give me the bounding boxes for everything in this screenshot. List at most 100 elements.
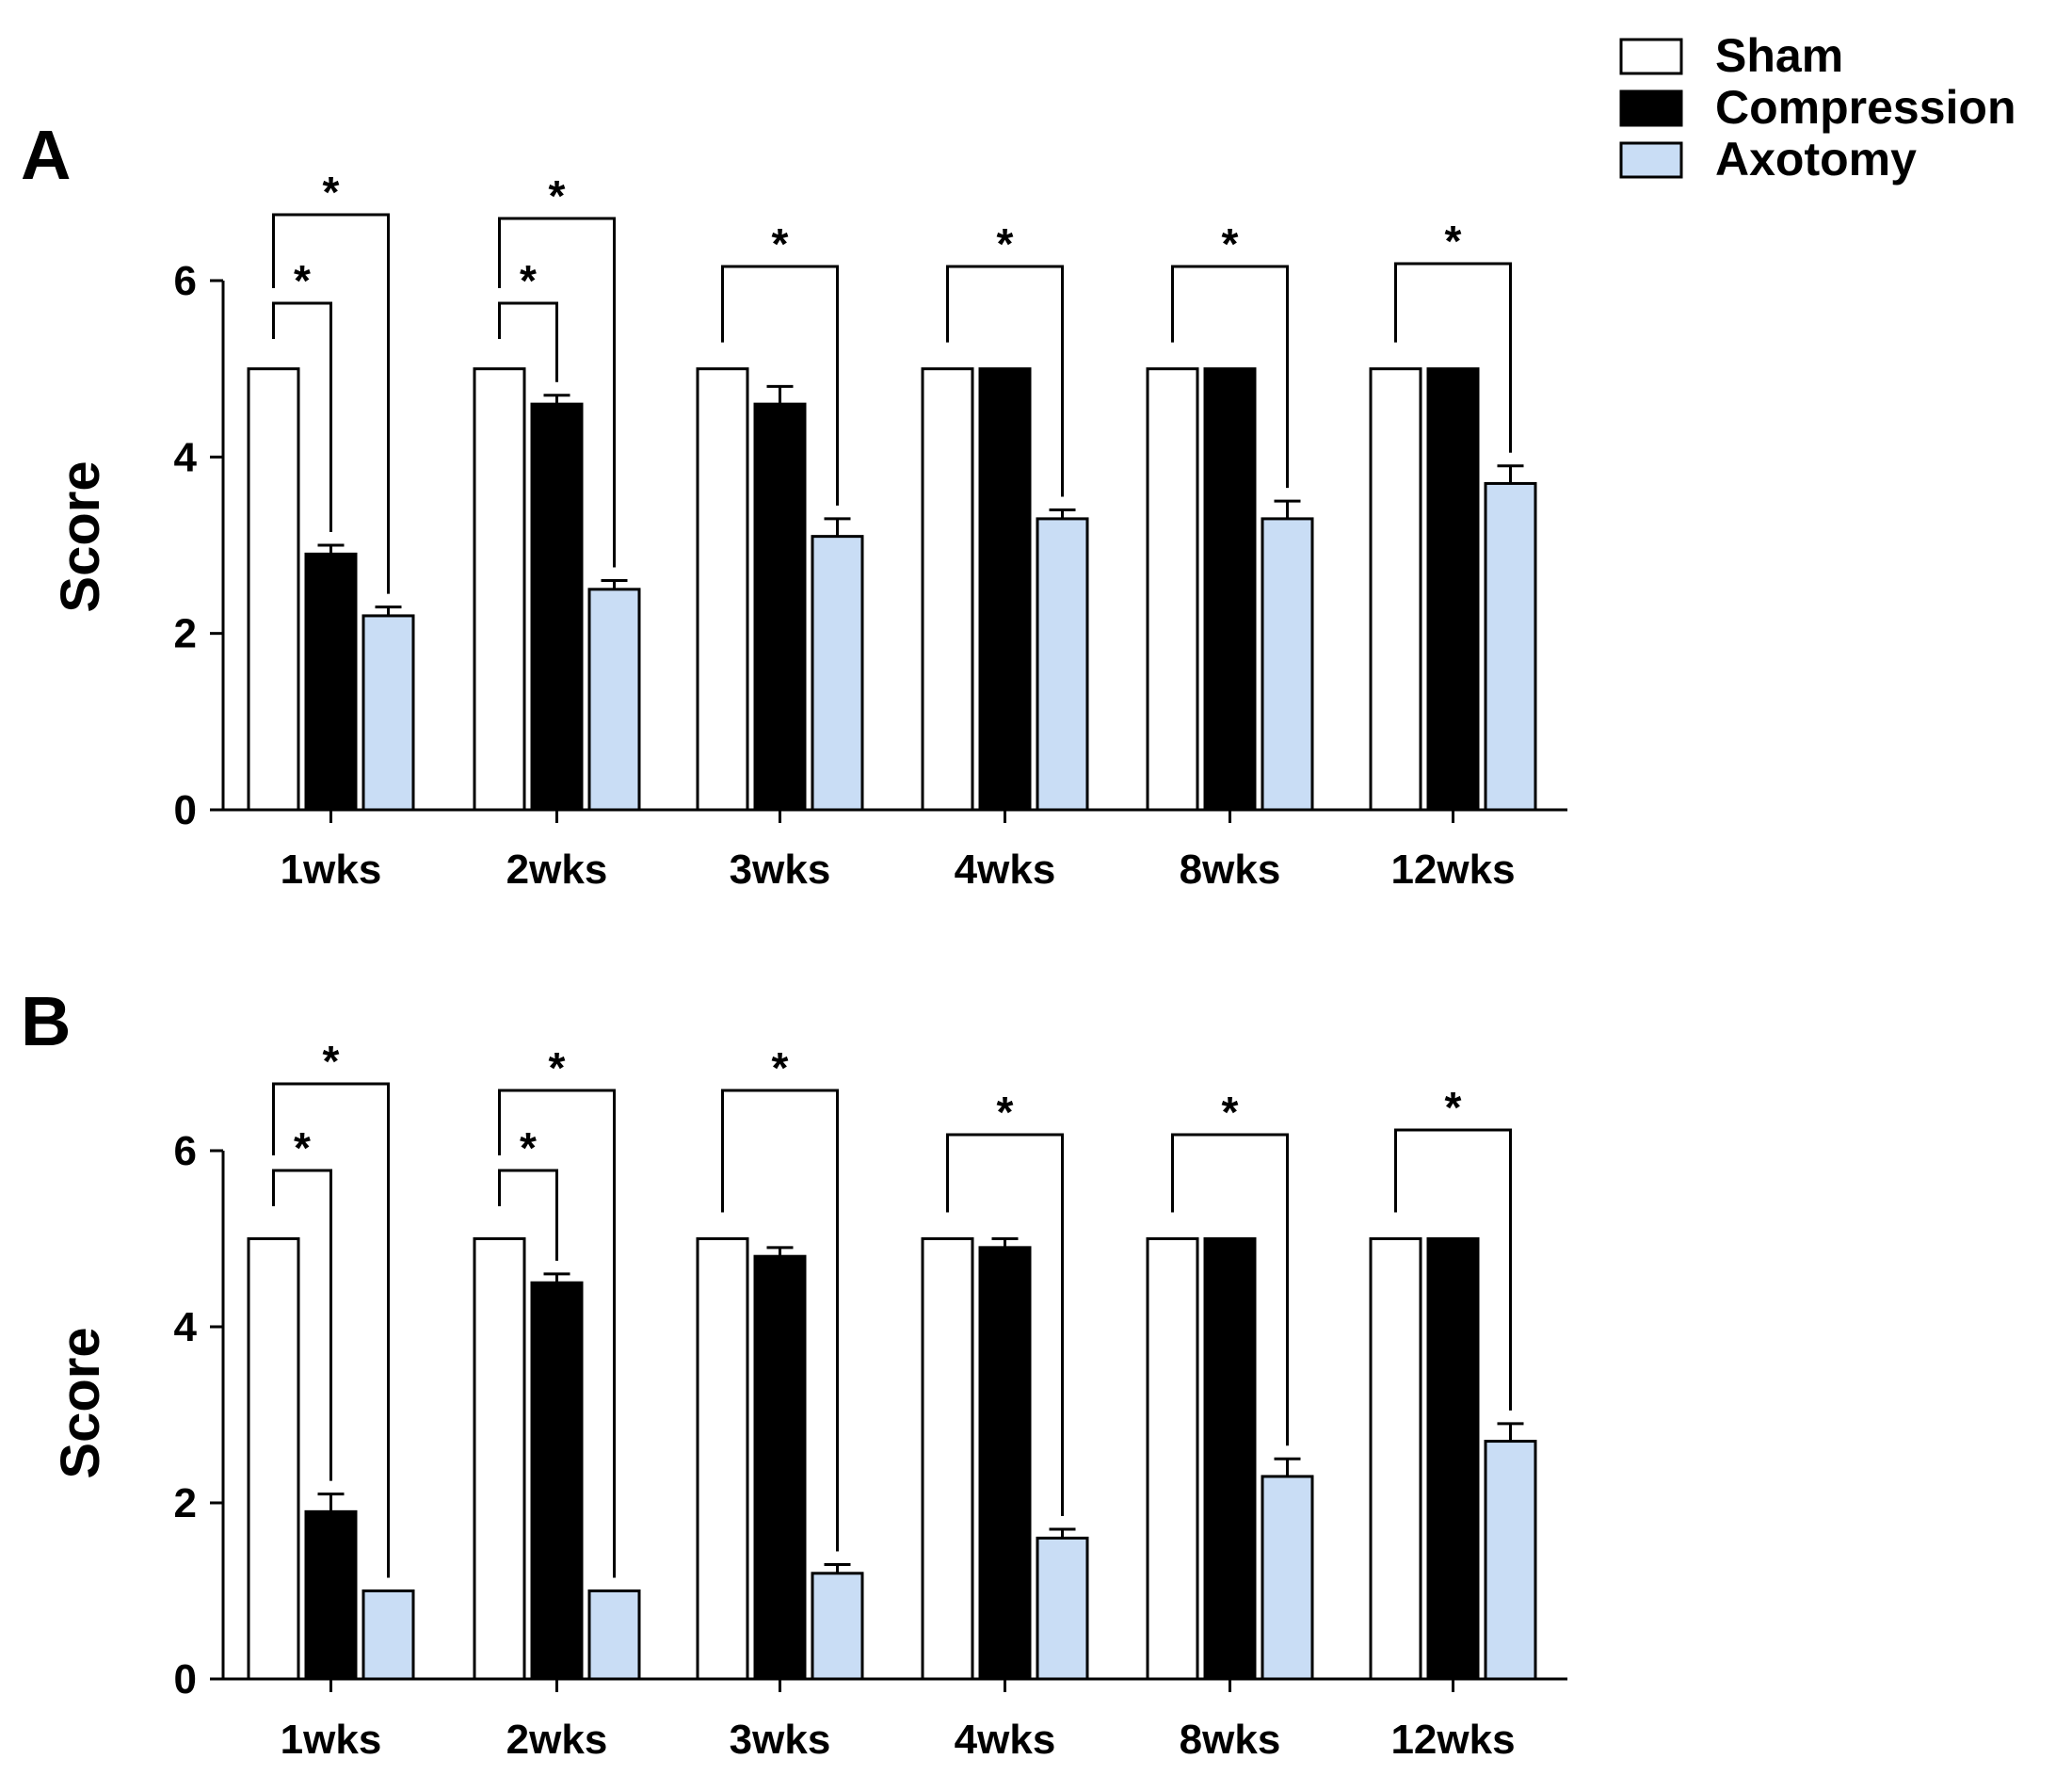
bar-sham-4wks xyxy=(921,1237,974,1681)
bar-axotomy-1wks xyxy=(361,614,415,812)
x-tick-label-3wks: 3wks xyxy=(730,1717,831,1763)
bar-sham-3wks xyxy=(696,367,749,812)
bar-compression-4wks xyxy=(978,367,1032,812)
legend-swatch-compression xyxy=(1619,89,1683,127)
x-tick-label-12wks: 12wks xyxy=(1390,847,1515,893)
x-tick-label-1wks: 1wks xyxy=(281,847,382,893)
x-tick-label-8wks: 8wks xyxy=(1180,847,1281,893)
significance-star-axotomy-12wks: * xyxy=(1445,1083,1462,1132)
bar-axotomy-1wks xyxy=(361,1589,415,1681)
bar-compression-3wks xyxy=(753,402,807,812)
significance-star-axotomy-8wks: * xyxy=(1222,1088,1239,1137)
significance-star-axotomy-3wks: * xyxy=(772,1043,789,1092)
significance-star-compression-2wks: * xyxy=(520,256,537,305)
y-tick-label: 6 xyxy=(174,1128,197,1174)
bar-compression-12wks xyxy=(1426,1237,1480,1681)
y-tick-label: 4 xyxy=(174,1304,198,1350)
y-tick-label: 2 xyxy=(174,611,197,657)
bar-sham-8wks xyxy=(1146,367,1199,812)
significance-star-axotomy-1wks: * xyxy=(323,1037,340,1086)
significance-bracket-sham-compression-1wks xyxy=(272,301,332,532)
bar-axotomy-2wks xyxy=(587,588,641,812)
bar-sham-2wks xyxy=(473,367,526,812)
y-axis-title: Score xyxy=(50,460,111,612)
bar-sham-2wks xyxy=(473,1237,526,1681)
bar-sham-12wks xyxy=(1369,367,1422,812)
significance-bracket-sham-axotomy-12wks xyxy=(1394,262,1512,453)
bar-compression-1wks xyxy=(304,552,358,812)
bar-axotomy-3wks xyxy=(811,535,864,812)
bar-sham-8wks xyxy=(1146,1237,1199,1681)
y-axis-title: Score xyxy=(50,1327,111,1478)
bar-compression-2wks xyxy=(530,1281,584,1681)
y-tick-label: 0 xyxy=(174,787,197,833)
legend-label-compression: Compression xyxy=(1715,81,2016,134)
significance-bracket-sham-axotomy-4wks xyxy=(946,1133,1064,1517)
significance-bracket-sham-axotomy-8wks xyxy=(1171,265,1289,489)
panel-b: BScore02461wks**2wks**3wks*4wks*8wks*12w… xyxy=(21,982,1567,1763)
significance-bracket-sham-compression-1wks xyxy=(272,1169,332,1481)
bar-sham-1wks xyxy=(247,367,300,812)
legend-swatch-axotomy xyxy=(1619,141,1683,179)
panel-a: AScore02461wks**2wks**3wks*4wks*8wks*12w… xyxy=(21,116,1567,893)
bar-axotomy-4wks xyxy=(1036,1536,1089,1681)
x-tick-label-1wks: 1wks xyxy=(281,1717,382,1763)
y-tick-label: 0 xyxy=(174,1656,197,1702)
bar-sham-4wks xyxy=(921,367,974,812)
x-tick-label-8wks: 8wks xyxy=(1180,1717,1281,1763)
bar-sham-3wks xyxy=(696,1237,749,1681)
significance-star-axotomy-4wks: * xyxy=(997,1088,1014,1137)
significance-bracket-sham-axotomy-2wks xyxy=(498,217,616,568)
significance-bracket-sham-axotomy-2wks xyxy=(498,1089,616,1578)
bar-axotomy-8wks xyxy=(1261,517,1314,812)
bar-axotomy-12wks xyxy=(1484,1440,1537,1681)
bar-compression-8wks xyxy=(1203,367,1257,812)
panel-label: A xyxy=(21,116,71,194)
x-tick-label-3wks: 3wks xyxy=(730,847,831,893)
bar-axotomy-4wks xyxy=(1036,517,1089,812)
bar-axotomy-12wks xyxy=(1484,481,1537,812)
significance-bracket-sham-compression-2wks xyxy=(498,1169,558,1261)
bar-compression-1wks xyxy=(304,1509,358,1681)
significance-bracket-sham-axotomy-3wks xyxy=(721,265,839,506)
significance-bracket-sham-axotomy-1wks xyxy=(272,213,390,594)
significance-star-axotomy-1wks: * xyxy=(323,168,340,217)
significance-bracket-sham-compression-2wks xyxy=(498,301,558,382)
significance-star-axotomy-2wks: * xyxy=(549,1043,566,1092)
significance-star-compression-2wks: * xyxy=(520,1123,537,1172)
significance-bracket-sham-axotomy-8wks xyxy=(1171,1133,1289,1446)
y-tick-label: 4 xyxy=(174,434,198,480)
significance-star-axotomy-2wks: * xyxy=(549,171,566,220)
x-tick-label-12wks: 12wks xyxy=(1390,1717,1515,1763)
bar-compression-12wks xyxy=(1426,367,1480,812)
panel-label: B xyxy=(21,982,71,1060)
bar-compression-4wks xyxy=(978,1246,1032,1681)
bar-compression-8wks xyxy=(1203,1237,1257,1681)
y-tick-label: 2 xyxy=(174,1480,197,1526)
x-tick-label-4wks: 4wks xyxy=(955,847,1056,893)
legend-label-axotomy: Axotomy xyxy=(1715,133,1917,186)
bar-compression-3wks xyxy=(753,1254,807,1681)
x-tick-label-4wks: 4wks xyxy=(955,1717,1056,1763)
significance-star-compression-1wks: * xyxy=(294,1123,311,1172)
bar-sham-12wks xyxy=(1369,1237,1422,1681)
bar-sham-1wks xyxy=(247,1237,300,1681)
significance-star-axotomy-8wks: * xyxy=(1222,219,1239,268)
bar-axotomy-8wks xyxy=(1261,1475,1314,1681)
significance-bracket-sham-axotomy-4wks xyxy=(946,265,1064,497)
significance-bracket-sham-axotomy-1wks xyxy=(272,1082,390,1578)
x-tick-label-2wks: 2wks xyxy=(506,847,608,893)
y-tick-label: 6 xyxy=(174,258,197,304)
significance-star-axotomy-3wks: * xyxy=(772,219,789,268)
bar-compression-2wks xyxy=(530,402,584,812)
significance-star-axotomy-12wks: * xyxy=(1445,217,1462,266)
bar-axotomy-2wks xyxy=(587,1589,641,1681)
significance-bracket-sham-axotomy-3wks xyxy=(721,1089,839,1552)
x-tick-label-2wks: 2wks xyxy=(506,1717,608,1763)
legend-label-sham: Sham xyxy=(1715,29,1843,82)
significance-star-axotomy-4wks: * xyxy=(997,219,1014,268)
bar-axotomy-3wks xyxy=(811,1572,864,1681)
significance-bracket-sham-axotomy-12wks xyxy=(1394,1128,1512,1411)
